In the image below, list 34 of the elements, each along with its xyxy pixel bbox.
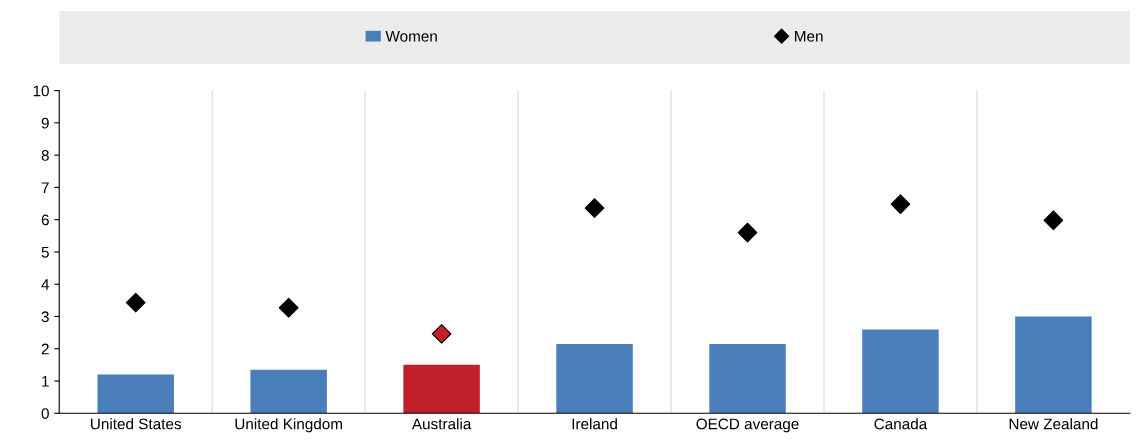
x-tick-label: Canada <box>874 418 928 430</box>
y-tick-label: 10 <box>33 85 49 97</box>
y-tick-label: 0 <box>41 408 49 419</box>
bar <box>709 343 786 414</box>
x-tick-label: United Kingdom <box>235 418 342 433</box>
legend-label: Men <box>795 31 823 42</box>
bar <box>97 374 174 414</box>
y-tick-label: 1 <box>42 376 49 387</box>
y-tick-label: 6 <box>41 214 49 226</box>
y-tick-label: 4 <box>41 279 50 290</box>
point <box>737 222 758 243</box>
point <box>431 324 452 344</box>
point <box>278 297 299 318</box>
y-tick-label: 3 <box>41 311 49 323</box>
point <box>1043 210 1064 231</box>
point <box>890 194 911 215</box>
y-tick-label: 7 <box>41 182 49 193</box>
bar <box>403 364 480 414</box>
x-tick-label: New Zealand <box>1009 418 1098 430</box>
bar <box>1015 316 1092 414</box>
bar <box>250 369 327 414</box>
y-tick-label: 5 <box>41 246 49 258</box>
point <box>584 198 605 218</box>
x-tick-label: Australia <box>411 418 472 430</box>
point <box>125 292 146 313</box>
x-tick-label: OECD average <box>696 418 799 433</box>
bar <box>556 343 633 414</box>
y-tick-label: 9 <box>41 117 49 129</box>
x-tick-label: Ireland <box>572 418 617 430</box>
bar <box>862 329 939 414</box>
legend-label: Women <box>385 31 437 42</box>
x-tick-label: United States <box>91 418 182 430</box>
y-tick-label: 8 <box>41 150 49 161</box>
y-tick-label: 2 <box>41 343 49 355</box>
